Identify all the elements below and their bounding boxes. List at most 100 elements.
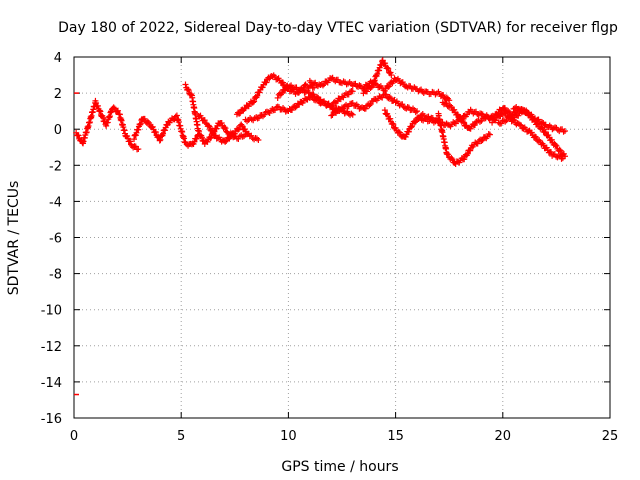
data-point: [467, 147, 474, 154]
data-point: [478, 137, 485, 144]
data-point: [313, 93, 320, 100]
series-track-9: [328, 91, 421, 119]
data-point: [137, 121, 144, 128]
y-tick-label: -4: [49, 195, 62, 210]
data-point: [196, 128, 203, 135]
data-point: [237, 110, 244, 117]
data-point: [231, 130, 238, 137]
data-point: [539, 119, 546, 126]
data-point: [376, 67, 383, 74]
data-point: [156, 137, 163, 144]
data-point: [364, 88, 371, 95]
data-point: [280, 79, 287, 86]
data-point: [502, 118, 509, 125]
y-axis-title: SDTVAR / TECUs: [6, 181, 22, 296]
data-point: [387, 115, 394, 122]
data-point: [146, 119, 153, 126]
data-point: [253, 114, 260, 121]
data-point: [110, 104, 117, 111]
data-point: [250, 99, 257, 106]
data-point: [399, 101, 406, 108]
data-point: [263, 79, 270, 86]
series-track-2: [131, 112, 202, 149]
x-tick-label: 10: [280, 429, 297, 444]
y-tick-label: -16: [41, 412, 62, 427]
data-point: [349, 88, 356, 95]
data-point: [552, 142, 559, 149]
data-point: [75, 132, 82, 139]
data-point: [193, 135, 200, 142]
data-point: [396, 102, 403, 109]
data-point: [114, 107, 121, 114]
data-point: [479, 137, 486, 144]
data-point: [464, 150, 471, 157]
data-point: [460, 119, 467, 126]
data-point: [379, 94, 386, 101]
data-point: [382, 60, 389, 67]
data-point: [485, 130, 492, 137]
data-point: [144, 118, 151, 125]
data-point: [137, 120, 144, 127]
y-tick-label: -12: [41, 340, 62, 355]
data-point: [259, 84, 266, 91]
data-point: [255, 137, 262, 144]
data-point: [328, 112, 335, 119]
data-point: [511, 105, 518, 112]
data-point: [251, 136, 258, 143]
series-track-1: [73, 97, 142, 153]
data-point: [518, 122, 525, 129]
x-axis-title: GPS time / hours: [281, 459, 398, 475]
data-point: [372, 96, 379, 103]
data-point: [372, 72, 379, 79]
x-tick-label: 20: [495, 429, 512, 444]
data-point: [135, 126, 142, 133]
y-tick-label: -14: [41, 376, 62, 391]
data-point: [221, 124, 228, 131]
data-point: [474, 140, 481, 147]
data-point: [374, 70, 381, 77]
data-point: [302, 89, 309, 96]
data-point: [461, 156, 468, 163]
data-point: [392, 124, 399, 131]
data-point: [223, 137, 230, 144]
data-point: [385, 83, 392, 90]
data-point: [206, 123, 213, 130]
data-point: [476, 118, 483, 125]
data-point: [241, 105, 248, 112]
data-point: [389, 120, 396, 127]
data-point: [238, 132, 245, 139]
data-point: [499, 111, 506, 118]
data-point: [254, 92, 261, 99]
data-point: [386, 93, 393, 100]
data-point: [222, 125, 229, 132]
series-track-16: [495, 114, 566, 162]
data-points: [73, 57, 568, 396]
x-tick-label: 15: [387, 429, 404, 444]
data-point: [286, 83, 293, 90]
data-point: [446, 122, 453, 129]
data-point: [222, 138, 229, 145]
data-point: [251, 98, 258, 105]
data-point: [404, 103, 411, 110]
data-point: [274, 94, 281, 101]
data-point: [211, 132, 218, 139]
data-point: [495, 119, 502, 126]
data-point: [298, 86, 305, 93]
data-point: [414, 108, 421, 115]
data-point: [451, 106, 458, 113]
data-point: [540, 142, 547, 149]
y-tick-label: -6: [49, 232, 62, 247]
data-point: [269, 105, 276, 112]
series-track-4: [195, 112, 262, 145]
data-point: [310, 91, 317, 98]
data-point: [345, 91, 352, 98]
data-point: [158, 131, 165, 138]
data-point: [235, 126, 242, 133]
data-point: [555, 152, 562, 159]
data-point: [542, 128, 549, 135]
data-point: [386, 83, 393, 90]
data-point: [98, 113, 105, 120]
data-point: [348, 110, 355, 117]
data-point: [127, 138, 134, 145]
data-point: [443, 100, 450, 107]
